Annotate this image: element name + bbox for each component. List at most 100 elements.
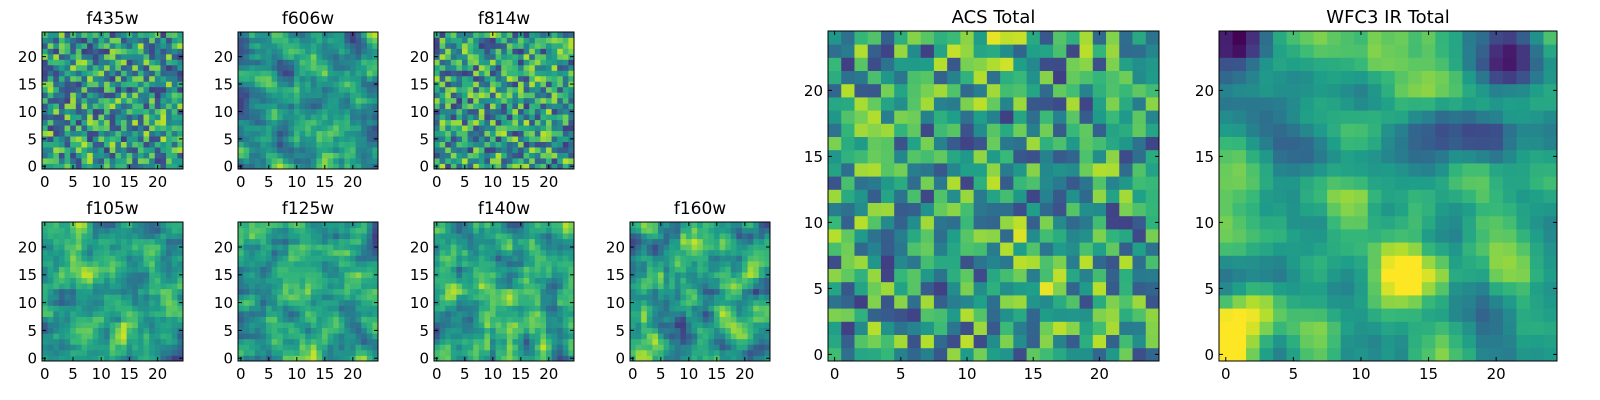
heatmap-cell — [512, 255, 519, 262]
heatmap-cell — [254, 125, 261, 132]
heatmap-cell — [495, 260, 502, 267]
heatmap-cell — [294, 327, 300, 334]
heatmap-cell — [439, 260, 446, 267]
heatmap-cell — [557, 238, 564, 245]
heatmap-cell — [350, 92, 356, 99]
heatmap-cell — [450, 75, 457, 82]
heatmap-cell — [366, 333, 373, 340]
heatmap-cell — [467, 103, 474, 110]
heatmap-cell — [523, 114, 530, 121]
x-tick-label: 15 — [120, 365, 139, 383]
heatmap-cell — [506, 141, 513, 148]
heatmap-cell — [730, 288, 737, 295]
heatmap-cell — [282, 260, 289, 267]
heatmap-cell — [372, 130, 379, 137]
heatmap-cell — [462, 322, 468, 329]
heatmap-cell — [635, 333, 642, 340]
heatmap-cell — [243, 288, 250, 295]
heatmap-cell — [646, 355, 653, 362]
heatmap-cell — [546, 136, 552, 142]
heatmap-cell — [327, 249, 334, 256]
heatmap-cell — [271, 294, 278, 301]
heatmap-cell — [434, 255, 440, 262]
heatmap-cell — [316, 59, 323, 66]
heatmap-cell — [450, 299, 457, 306]
heatmap-cell — [98, 283, 105, 290]
heatmap-cell — [277, 48, 284, 55]
heatmap-cell — [305, 266, 312, 273]
heatmap-cell — [344, 338, 351, 345]
heatmap-cell — [540, 103, 547, 110]
heatmap-cell — [986, 229, 1001, 243]
heatmap-cell — [439, 75, 446, 82]
heatmap-cell — [557, 333, 564, 340]
heatmap-cell — [686, 349, 692, 356]
heatmap-cell — [171, 59, 178, 66]
heatmap-cell — [753, 272, 760, 278]
heatmap-cell — [1092, 308, 1107, 322]
heatmap-cell — [243, 64, 250, 71]
heatmap-cell — [1053, 176, 1067, 190]
heatmap-cell — [557, 283, 564, 290]
heatmap-cell — [973, 255, 988, 269]
heatmap-cell — [305, 327, 312, 334]
heatmap-cell — [299, 125, 306, 132]
heatmap-cell — [512, 238, 519, 245]
heatmap-cell — [299, 70, 306, 77]
heatmap-cell — [120, 327, 127, 334]
heatmap-cell — [669, 260, 676, 267]
heatmap-cell — [456, 103, 463, 110]
heatmap-cell — [512, 81, 519, 88]
heatmap-cell — [758, 327, 765, 334]
heatmap-cell — [171, 238, 178, 245]
heatmap-cell — [506, 103, 513, 110]
heatmap-cell — [75, 322, 82, 329]
heatmap-cell — [512, 327, 519, 334]
heatmap-cell — [171, 97, 178, 104]
heatmap-cell — [344, 86, 351, 93]
heatmap-cell — [372, 344, 379, 351]
heatmap-cell — [338, 70, 345, 77]
heatmap-cell — [294, 344, 300, 351]
heatmap-cell — [366, 119, 373, 126]
heatmap-cell — [53, 37, 60, 44]
heatmap-cell — [338, 141, 345, 148]
heatmap-cell — [310, 288, 317, 295]
heatmap-cell — [98, 48, 105, 55]
heatmap-cell — [973, 189, 988, 203]
heatmap-cell — [1013, 321, 1027, 335]
heatmap-cell — [299, 283, 306, 290]
heatmap-cell — [350, 327, 356, 334]
heatmap-cell — [305, 305, 312, 312]
heatmap-cell — [53, 136, 60, 142]
heatmap-cell — [109, 283, 116, 290]
heatmap-cell — [674, 294, 681, 301]
heatmap-cell — [350, 227, 356, 234]
heatmap-cell — [104, 42, 111, 49]
heatmap-cell — [92, 283, 99, 290]
heatmap-cell — [305, 136, 312, 142]
heatmap-cell — [439, 119, 446, 126]
heatmap-cell — [708, 260, 715, 267]
heatmap-cell — [725, 338, 732, 345]
heatmap-cell — [266, 344, 272, 351]
x-tick-label: 20 — [343, 365, 362, 383]
heatmap-cell — [450, 103, 457, 110]
heatmap-cell — [166, 288, 173, 295]
heatmap-cell — [92, 64, 99, 71]
heatmap-cell — [143, 147, 150, 153]
heatmap-cell — [160, 299, 167, 306]
heatmap-cell — [271, 327, 278, 334]
heatmap-cell — [747, 299, 754, 306]
heatmap-cell — [434, 48, 440, 55]
heatmap-cell — [322, 114, 328, 121]
heatmap-cell — [137, 64, 144, 71]
heatmap-cell — [42, 255, 49, 262]
y-tick-label: 20 — [410, 238, 429, 256]
heatmap-cell — [635, 244, 642, 251]
heatmap-cell — [540, 238, 547, 245]
axes-frame — [41, 31, 184, 170]
heatmap-cell — [747, 227, 754, 234]
heatmap-cell — [669, 244, 676, 251]
heatmap-cell — [456, 86, 463, 93]
